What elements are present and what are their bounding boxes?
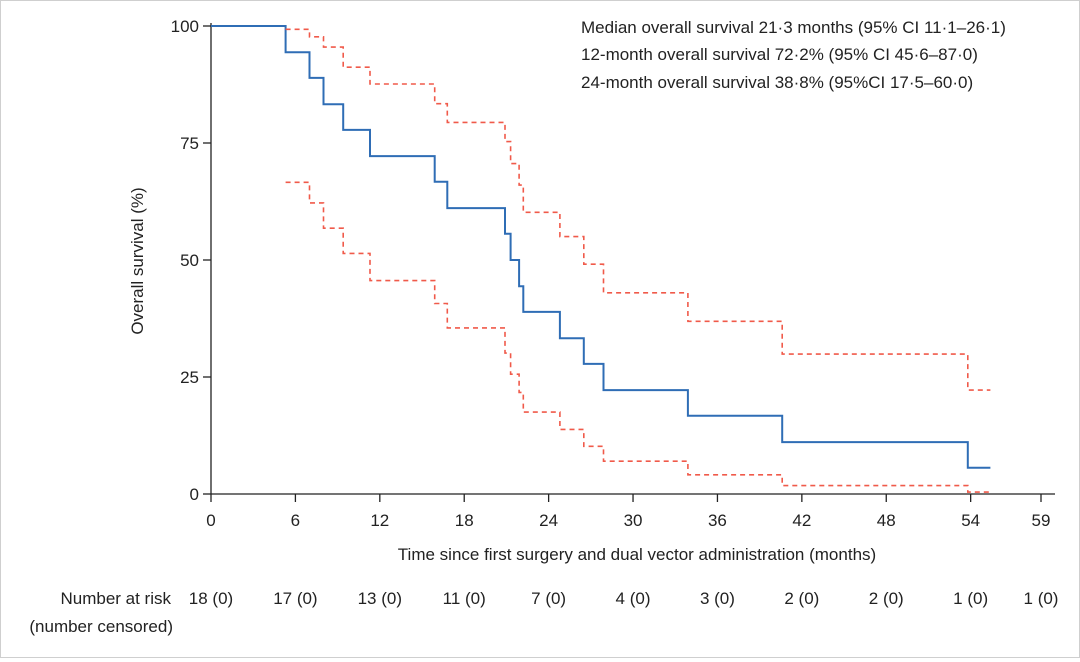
annotation-block: Median overall survival 21·3 months (95%… bbox=[581, 18, 1006, 92]
y-tick-label: 25 bbox=[180, 368, 199, 387]
x-tick-label: 36 bbox=[708, 511, 727, 530]
x-tick-label: 59 bbox=[1032, 511, 1051, 530]
annotation-24-month: 24-month overall survival 38·8% (95%CI 1… bbox=[581, 73, 973, 92]
confidence-band-line-2 bbox=[285, 181, 991, 493]
x-tick-label: 30 bbox=[624, 511, 643, 530]
y-tick-label: 75 bbox=[180, 134, 199, 153]
survival-curve-line bbox=[211, 25, 991, 469]
risk-value: 1 (0) bbox=[953, 589, 988, 608]
risk-value: 13 (0) bbox=[358, 589, 402, 608]
axes: 0 25 50 75 100 0 6 12 18 24 30 36 42 48 54 59 bbox=[171, 17, 1055, 530]
risk-value: 1 (0) bbox=[1024, 589, 1059, 608]
risk-value: 2 (0) bbox=[869, 589, 904, 608]
risk-value: 3 (0) bbox=[700, 589, 735, 608]
risk-table: Number at risk (number censored) 18 (0) 1… bbox=[29, 589, 1058, 636]
annotation-12-month: 12-month overall survival 72·2% (95% CI … bbox=[581, 45, 978, 64]
y-tick-label: 100 bbox=[171, 17, 199, 36]
risk-label-line2: (number censored) bbox=[29, 617, 173, 636]
risk-label-line1: Number at risk bbox=[60, 589, 171, 608]
x-tick-label: 48 bbox=[877, 511, 896, 530]
risk-value: 2 (0) bbox=[784, 589, 819, 608]
confidence-band-line-1 bbox=[285, 28, 991, 391]
x-tick-label: 6 bbox=[291, 511, 300, 530]
x-tick-label: 42 bbox=[792, 511, 811, 530]
x-tick-label: 54 bbox=[961, 511, 980, 530]
risk-value: 18 (0) bbox=[189, 589, 233, 608]
x-axis-label: Time since first surgery and dual vector… bbox=[398, 545, 876, 564]
series-layer bbox=[211, 25, 991, 493]
y-axis-label: Overall survival (%) bbox=[128, 187, 147, 334]
y-tick-label: 50 bbox=[180, 251, 199, 270]
risk-value: 17 (0) bbox=[273, 589, 317, 608]
annotation-median: Median overall survival 21·3 months (95%… bbox=[581, 18, 1006, 37]
y-tick-label: 0 bbox=[190, 485, 199, 504]
risk-value: 7 (0) bbox=[531, 589, 566, 608]
x-tick-label: 0 bbox=[206, 511, 215, 530]
risk-value: 4 (0) bbox=[616, 589, 651, 608]
x-tick-label: 12 bbox=[370, 511, 389, 530]
x-tick-label: 18 bbox=[455, 511, 474, 530]
risk-value: 11 (0) bbox=[443, 589, 486, 608]
x-tick-label: 24 bbox=[539, 511, 558, 530]
